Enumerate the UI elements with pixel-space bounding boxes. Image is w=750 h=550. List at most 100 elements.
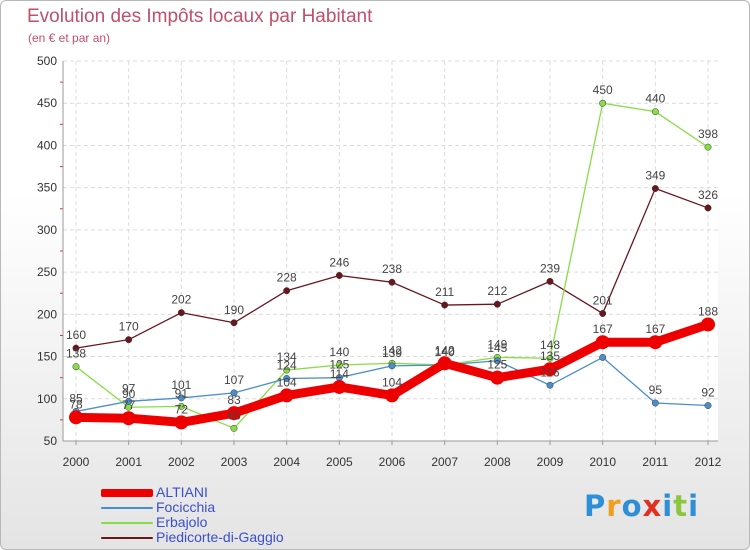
data-label: 97 — [122, 381, 136, 395]
data-label: 140 — [329, 345, 349, 359]
chart-title: Evolution des Impôts locaux par Habitant — [27, 6, 373, 27]
data-label: 201 — [593, 293, 613, 307]
x-tick-label: 2006 — [379, 455, 406, 469]
data-point — [335, 361, 343, 369]
data-point — [493, 357, 501, 365]
data-label: 90 — [122, 387, 136, 401]
data-point — [121, 411, 136, 426]
data-point — [651, 108, 659, 116]
legend-label: Focicchia — [156, 499, 216, 515]
data-point — [177, 402, 185, 410]
data-point — [227, 406, 241, 421]
data-label: 142 — [382, 343, 402, 357]
data-point — [230, 319, 238, 327]
data-point — [230, 389, 238, 397]
legend-label: ALTIANI — [156, 484, 208, 500]
data-point — [701, 317, 715, 332]
legend-label: Piedicorte-di-Gaggio — [156, 529, 284, 545]
data-label: 140 — [435, 345, 455, 359]
data-point — [177, 309, 185, 317]
data-point — [651, 185, 659, 192]
data-label: 116 — [540, 365, 559, 379]
data-label: 83 — [227, 393, 241, 407]
data-point — [704, 143, 712, 151]
data-label: 78 — [69, 397, 83, 411]
y-tick-label: 200 — [37, 307, 57, 321]
legend-swatch — [101, 507, 153, 509]
data-point — [493, 300, 501, 308]
data-label: 202 — [171, 293, 191, 307]
chart-subtitle: (en € et par an) — [28, 31, 111, 45]
data-point — [125, 397, 133, 405]
x-tick-label: 2009 — [537, 455, 564, 469]
data-point — [230, 424, 238, 432]
data-label: 167 — [645, 322, 665, 336]
x-tick-label: 2002 — [168, 455, 195, 469]
data-point — [704, 204, 712, 212]
legend-label: Erbajolo — [156, 514, 208, 530]
data-label: 138 — [66, 347, 86, 361]
data-point — [704, 402, 712, 409]
legend-swatch — [101, 537, 153, 539]
data-label: 125 — [487, 358, 507, 372]
data-point — [385, 388, 399, 403]
legend-swatch — [101, 522, 153, 524]
data-point — [388, 362, 396, 370]
data-label: 124 — [277, 359, 297, 373]
data-point — [335, 272, 343, 279]
data-label: 398 — [698, 127, 718, 141]
data-label: 140 — [435, 345, 455, 359]
x-tick-label: 2010 — [589, 455, 616, 469]
data-label: 125 — [329, 358, 349, 372]
data-point — [651, 399, 659, 407]
y-tick-label: 50 — [44, 434, 58, 448]
y-tick-label: 400 — [37, 138, 57, 152]
data-label: 450 — [593, 83, 613, 97]
data-point — [72, 344, 80, 352]
data-label: 77 — [122, 398, 136, 412]
data-label: 135 — [540, 349, 560, 363]
data-label: 149 — [487, 337, 507, 351]
y-tick-label: 500 — [37, 54, 57, 68]
data-label: 212 — [487, 284, 507, 298]
data-label: 134 — [277, 350, 297, 364]
data-point — [283, 287, 291, 295]
data-label: 148 — [540, 338, 560, 352]
data-label: 114 — [330, 367, 349, 381]
data-point — [174, 415, 189, 430]
data-point — [441, 301, 449, 309]
y-tick-label: 300 — [37, 223, 57, 237]
data-label: 142 — [435, 343, 455, 357]
data-point — [599, 99, 607, 107]
x-tick-label: 2000 — [63, 455, 90, 469]
data-point — [543, 362, 557, 377]
y-tick-label: 350 — [37, 181, 57, 195]
proxiti-logo: Proxiti — [584, 489, 700, 523]
data-label: 65 — [227, 408, 241, 422]
data-label: 326 — [698, 188, 718, 202]
data-point — [279, 388, 294, 403]
data-point — [388, 278, 396, 286]
data-point — [599, 353, 607, 361]
data-label: 246 — [329, 255, 349, 269]
data-point — [72, 363, 80, 371]
data-point — [546, 381, 554, 389]
data-label: 440 — [645, 92, 665, 106]
data-point — [490, 370, 505, 385]
data-point — [283, 375, 291, 382]
y-tick-label: 100 — [37, 392, 57, 406]
data-point — [546, 277, 554, 285]
data-label: 101 — [171, 378, 191, 392]
data-point — [595, 335, 610, 350]
data-point — [648, 335, 663, 350]
data-label: 139 — [382, 346, 402, 360]
data-label: 85 — [69, 391, 83, 405]
data-point — [283, 366, 291, 374]
data-label: 107 — [224, 373, 244, 387]
y-tick-label: 250 — [37, 265, 57, 279]
data-point — [332, 379, 347, 394]
data-point — [599, 310, 607, 317]
data-point — [437, 356, 452, 371]
x-tick-label: 2001 — [115, 455, 142, 469]
